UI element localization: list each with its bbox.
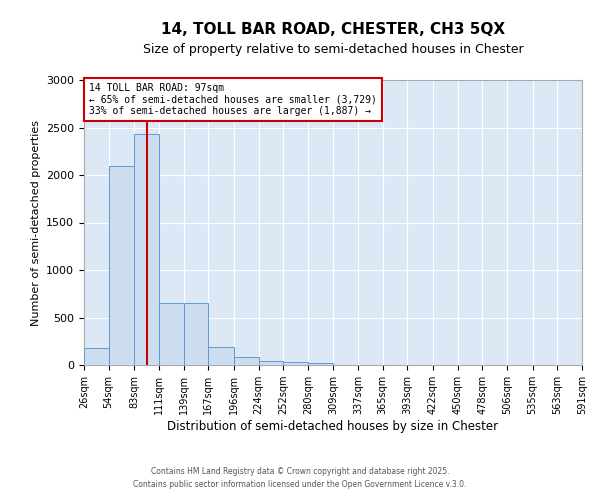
- Bar: [283, 362, 308, 365]
- Text: 14, TOLL BAR ROAD, CHESTER, CH3 5QX: 14, TOLL BAR ROAD, CHESTER, CH3 5QX: [161, 22, 505, 38]
- Y-axis label: Number of semi-detached properties: Number of semi-detached properties: [31, 120, 41, 326]
- Bar: [208, 347, 234, 365]
- X-axis label: Distribution of semi-detached houses by size in Chester: Distribution of semi-detached houses by …: [167, 420, 499, 433]
- Bar: [234, 358, 259, 365]
- Bar: [259, 361, 283, 365]
- Bar: [159, 303, 184, 365]
- Bar: [308, 362, 334, 365]
- Bar: [109, 166, 134, 365]
- Bar: [84, 348, 109, 365]
- Text: Contains HM Land Registry data © Crown copyright and database right 2025.: Contains HM Land Registry data © Crown c…: [151, 467, 449, 476]
- Text: 14 TOLL BAR ROAD: 97sqm
← 65% of semi-detached houses are smaller (3,729)
33% of: 14 TOLL BAR ROAD: 97sqm ← 65% of semi-de…: [89, 83, 377, 116]
- Bar: [184, 303, 208, 365]
- Text: Contains public sector information licensed under the Open Government Licence v.: Contains public sector information licen…: [133, 480, 467, 489]
- Bar: [134, 134, 159, 365]
- Text: Size of property relative to semi-detached houses in Chester: Size of property relative to semi-detach…: [143, 42, 523, 56]
